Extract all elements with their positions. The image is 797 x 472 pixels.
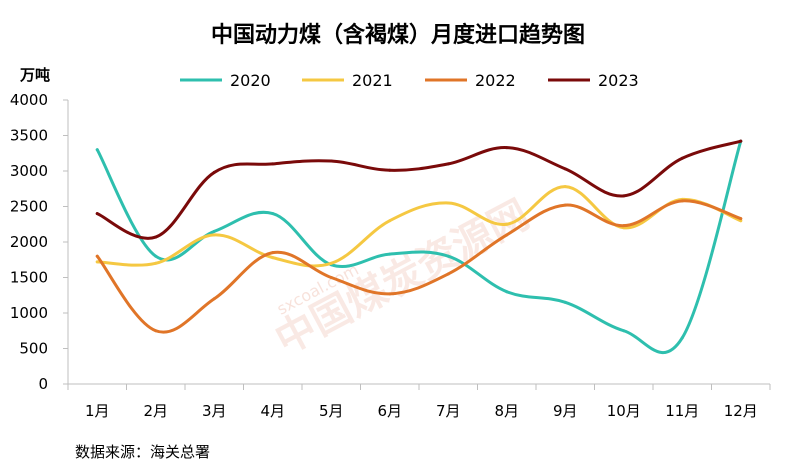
y-tick-label: 2500 <box>10 198 48 216</box>
data-point-2020 <box>680 336 684 340</box>
x-tick-label: 8月 <box>494 402 519 420</box>
source-note: 数据来源：海关总署 <box>75 443 210 461</box>
x-tick-label: 5月 <box>319 402 344 420</box>
x-tick-label: 9月 <box>553 402 578 420</box>
y-axis-unit: 万吨 <box>19 66 50 84</box>
data-point-2023 <box>329 159 333 163</box>
x-tick-label: 4月 <box>260 402 285 420</box>
y-tick-label: 1000 <box>10 304 48 322</box>
y-tick-label: 2000 <box>10 233 48 251</box>
watermark-text: 中国煤炭资源网 <box>268 192 537 364</box>
data-point-2020 <box>563 300 567 304</box>
data-point-2020 <box>388 252 392 256</box>
x-tick-label: 6月 <box>377 402 402 420</box>
y-axis: 0 500 1000 1500 2000 2500 3000 3500 4000 <box>10 91 69 393</box>
legend-label-2023: 2023 <box>598 71 639 90</box>
data-point-2022 <box>388 292 392 296</box>
data-point-2022 <box>563 203 567 207</box>
series-lines <box>95 139 743 354</box>
data-point-2023 <box>271 162 275 166</box>
data-point-2023 <box>680 156 684 160</box>
x-tick-label: 7月 <box>436 402 461 420</box>
x-tick-label: 11月 <box>665 402 699 420</box>
data-point-2022 <box>680 199 684 203</box>
data-point-2023 <box>739 139 743 143</box>
y-tick-label: 0 <box>38 375 48 393</box>
y-tick-label: 3500 <box>10 127 48 145</box>
y-tick-label: 500 <box>19 340 48 358</box>
watermark: 中国煤炭资源网 sxcoal.com <box>268 192 537 364</box>
data-point-2021 <box>446 201 450 205</box>
data-point-2021 <box>271 256 275 260</box>
x-tick-label: 12月 <box>724 402 758 420</box>
series-line-2023 <box>95 139 743 240</box>
y-tick-label: 4000 <box>10 91 48 109</box>
data-point-2023 <box>505 146 509 150</box>
data-point-2020 <box>446 254 450 258</box>
data-point-2022 <box>446 272 450 276</box>
data-point-2020 <box>95 148 99 152</box>
x-tick-label: 2月 <box>143 402 168 420</box>
data-point-2021 <box>329 261 333 265</box>
data-point-2021 <box>95 260 99 264</box>
data-point-2022 <box>739 217 743 221</box>
data-point-2023 <box>212 170 216 174</box>
data-point-2023 <box>154 235 158 239</box>
data-point-2021 <box>388 219 392 223</box>
data-point-2021 <box>154 261 158 265</box>
legend-label-2020: 2020 <box>230 71 271 90</box>
data-point-2020 <box>505 290 509 294</box>
data-point-2021 <box>505 222 509 226</box>
data-point-2022 <box>271 251 275 255</box>
data-point-2023 <box>622 194 626 198</box>
data-point-2023 <box>563 167 567 171</box>
legend-label-2021: 2021 <box>352 71 393 90</box>
data-point-2022 <box>154 329 158 333</box>
data-point-2021 <box>212 233 216 237</box>
legend: 2020 2021 2022 2023 <box>180 71 639 90</box>
data-point-2023 <box>446 162 450 166</box>
data-point-2022 <box>329 276 333 279</box>
x-tick-label: 10月 <box>607 402 641 420</box>
y-tick-label: 1500 <box>10 269 48 287</box>
data-point-2020 <box>154 254 158 258</box>
data-point-2022 <box>505 233 509 237</box>
data-point-2021 <box>739 219 743 223</box>
x-tick-label: 3月 <box>202 402 227 420</box>
data-point-2020 <box>622 329 626 333</box>
data-point-2020 <box>212 229 216 233</box>
data-point-2022 <box>212 297 216 301</box>
chart-title: 中国动力煤（含褐煤）月度进口趋势图 <box>211 22 585 48</box>
x-tick-label: 1月 <box>85 402 110 420</box>
y-tick-label: 3000 <box>10 162 48 180</box>
x-axis: 1月 2月 3月 4月 5月 6月 7月 8月 9月 10月 11月 12月 <box>67 383 771 420</box>
data-point-2022 <box>95 254 99 258</box>
data-point-2020 <box>271 212 275 216</box>
data-point-2023 <box>388 168 392 172</box>
data-point-2023 <box>95 212 99 216</box>
series-line-2020 <box>95 139 743 354</box>
data-point-2022 <box>622 224 626 228</box>
data-point-2021 <box>563 185 567 189</box>
legend-label-2022: 2022 <box>475 71 516 90</box>
